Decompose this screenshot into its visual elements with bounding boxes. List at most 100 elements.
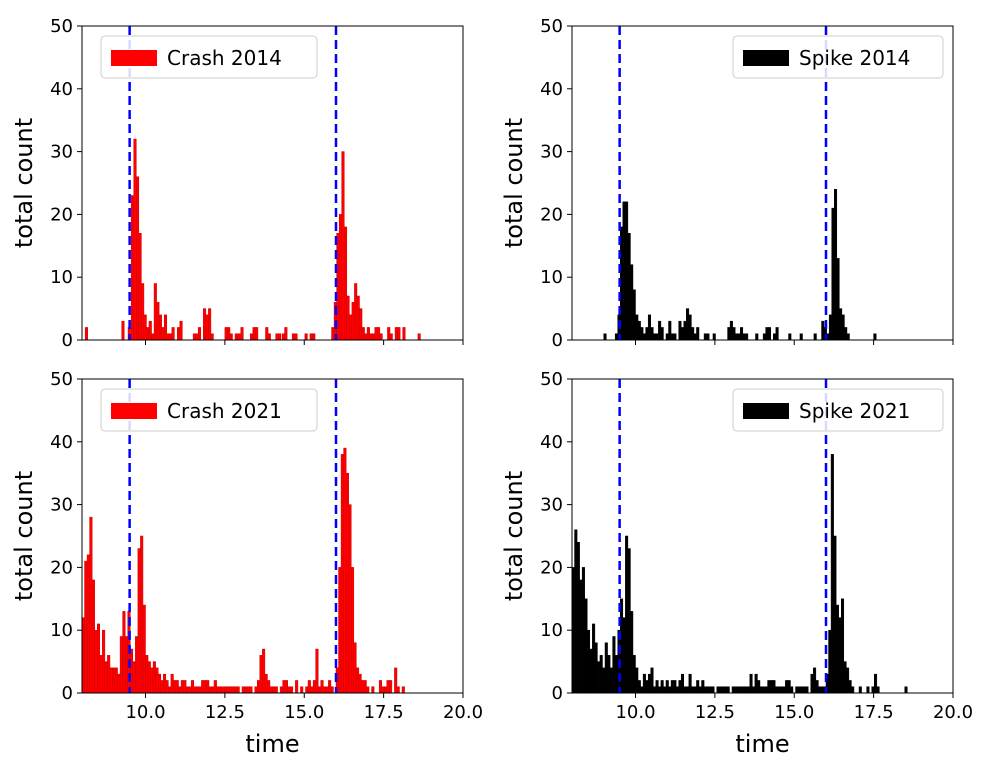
axes-frame — [81, 378, 464, 694]
y-tick-label: 40 — [50, 432, 73, 453]
bar — [218, 686, 222, 693]
bar — [346, 295, 350, 340]
bar — [727, 327, 731, 340]
bar — [379, 333, 383, 340]
bar — [203, 680, 207, 693]
bar — [265, 327, 269, 340]
bar — [386, 680, 390, 693]
bar — [378, 680, 382, 693]
bar — [109, 667, 113, 693]
bar — [356, 295, 360, 340]
y-tick-label: 40 — [50, 79, 73, 100]
bar — [625, 535, 629, 693]
bar — [91, 579, 95, 693]
bar — [331, 327, 335, 340]
bar — [156, 302, 160, 340]
bar — [630, 611, 634, 693]
y-tick-label: 50 — [540, 369, 563, 390]
bar — [688, 673, 692, 693]
bar — [147, 661, 151, 693]
bar — [240, 327, 244, 340]
bar — [640, 686, 644, 693]
bar — [800, 686, 804, 693]
bar — [785, 680, 789, 693]
bar — [169, 333, 173, 340]
bar — [655, 680, 659, 693]
y-tick-label: 10 — [540, 620, 563, 641]
bar — [364, 333, 368, 340]
x-tick-label: 10.0 — [615, 702, 655, 723]
bar — [752, 686, 756, 693]
bar — [772, 680, 776, 693]
bar — [381, 686, 385, 693]
bar — [163, 314, 168, 340]
bar — [627, 548, 631, 693]
bar — [269, 686, 273, 693]
bar — [287, 686, 291, 693]
bar — [250, 333, 254, 340]
bar — [647, 673, 651, 693]
bar — [208, 686, 212, 693]
bar — [133, 138, 137, 340]
bar — [660, 327, 664, 340]
bar — [632, 655, 636, 693]
bar — [673, 680, 677, 693]
bar — [185, 686, 189, 693]
bar — [731, 686, 735, 693]
bar — [788, 333, 792, 340]
bar — [341, 151, 345, 340]
bar — [369, 333, 373, 340]
bar — [603, 333, 607, 340]
axes-frame — [571, 378, 954, 694]
bar — [729, 320, 733, 340]
bar — [229, 686, 233, 693]
bar — [312, 333, 316, 340]
bar — [179, 320, 183, 340]
bar — [658, 320, 662, 340]
bar — [645, 327, 649, 340]
bar — [165, 680, 169, 693]
bar — [675, 686, 679, 693]
bar — [224, 327, 228, 340]
bar — [589, 648, 593, 693]
bar — [843, 661, 847, 693]
bar — [586, 629, 591, 693]
bar — [696, 327, 700, 340]
bar — [371, 333, 375, 340]
bar — [145, 655, 149, 693]
subplot-2: 0 10 20 30 40 50 total count Spike 2014 — [500, 16, 954, 351]
bar — [158, 314, 162, 340]
bar — [197, 327, 201, 340]
bar — [790, 686, 794, 693]
y-tick-label: 0 — [552, 330, 563, 351]
legend-box — [100, 35, 318, 79]
bar — [244, 686, 248, 693]
bar — [203, 308, 207, 340]
bar — [650, 327, 654, 340]
bar — [262, 648, 266, 693]
bar — [647, 314, 651, 340]
x-axis-label: time — [245, 730, 299, 758]
bar — [612, 636, 616, 693]
bar — [820, 686, 824, 693]
bar — [146, 327, 150, 340]
bar — [354, 283, 358, 340]
legend-swatch — [743, 50, 789, 66]
y-tick-label: 30 — [540, 495, 563, 516]
legend: Crash 2021 — [100, 388, 318, 432]
bar — [124, 636, 128, 693]
bar — [833, 535, 837, 693]
bar — [757, 680, 761, 693]
legend-box — [732, 388, 944, 432]
bar — [726, 686, 730, 693]
legend-label: Crash 2021 — [167, 399, 282, 423]
bar — [166, 333, 170, 340]
bar — [377, 327, 381, 340]
bar — [805, 686, 809, 693]
bar — [353, 642, 357, 693]
bar — [237, 333, 241, 340]
bar — [345, 472, 349, 693]
legend-label: Spike 2021 — [799, 399, 910, 423]
legend-label: Crash 2014 — [167, 46, 282, 70]
bar — [305, 686, 309, 693]
